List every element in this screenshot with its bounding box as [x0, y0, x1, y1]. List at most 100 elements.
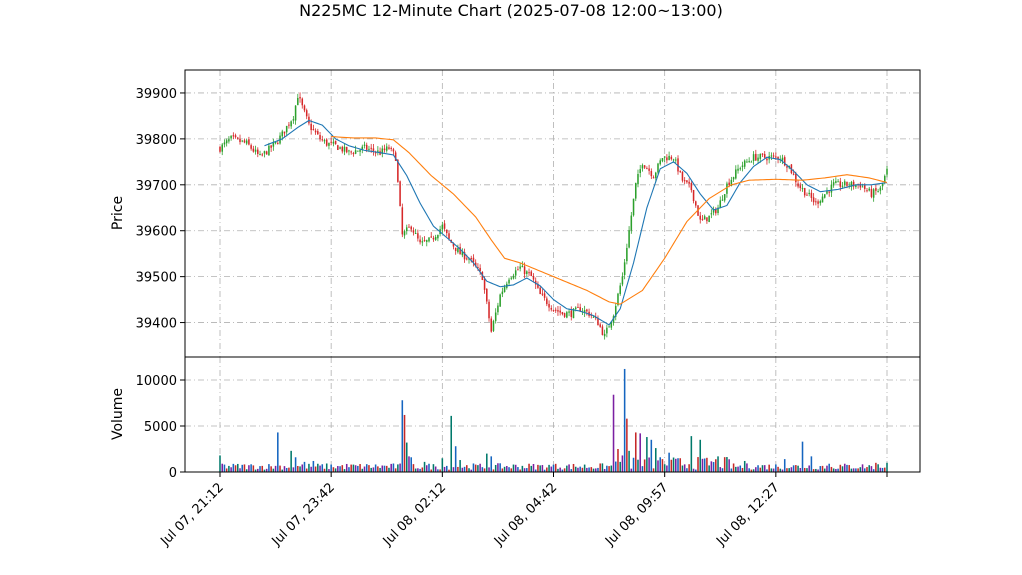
volume-bar — [612, 394, 615, 472]
candle-body — [250, 145, 252, 149]
candle-body — [821, 196, 824, 203]
volume-bar — [274, 465, 277, 472]
volume-bar — [868, 465, 870, 472]
candle-body — [483, 279, 486, 290]
price-tick-label: 39900 — [136, 87, 177, 102]
volume-bar — [777, 466, 779, 472]
volume-bar — [301, 464, 304, 472]
volume-bar — [659, 457, 661, 472]
volume-bar — [695, 469, 697, 472]
volume-bar — [441, 458, 444, 472]
candle-body — [474, 262, 477, 267]
candle-body — [708, 215, 710, 222]
candle-body — [666, 157, 668, 161]
volume-bar — [810, 456, 813, 472]
volume-bar — [697, 457, 699, 472]
volume-bar — [363, 466, 366, 472]
volume-bar — [806, 468, 808, 472]
volume-bar — [468, 468, 470, 472]
volume-bar — [657, 460, 659, 472]
volume-bar — [683, 464, 686, 472]
volume-bar — [859, 467, 862, 472]
volume-bar — [372, 467, 375, 472]
candle-body — [750, 161, 753, 163]
volume-bar — [577, 467, 579, 472]
candle-body — [863, 185, 866, 189]
volume-bar — [546, 467, 548, 472]
volume-bar — [439, 469, 441, 472]
candle-body — [621, 276, 624, 285]
candle-body — [526, 271, 528, 274]
volume-bar — [610, 465, 613, 472]
volume-bar — [775, 464, 777, 472]
candle-body — [459, 247, 461, 255]
volume-bar — [634, 432, 637, 472]
candle-body — [374, 152, 377, 154]
volume-bar — [357, 465, 359, 472]
volume-bar — [819, 466, 822, 472]
volume-bar — [248, 465, 250, 472]
volume-bar — [623, 368, 626, 472]
volume-bar — [430, 469, 432, 472]
candle-body — [548, 303, 550, 308]
volume-bar — [839, 464, 842, 472]
price-tick-label: 39600 — [136, 225, 177, 240]
candle-body — [385, 146, 388, 151]
volume-bar — [632, 457, 635, 472]
candle-body — [290, 121, 292, 127]
volume-bar — [543, 469, 546, 472]
candle-body — [719, 200, 722, 209]
volume-bar — [554, 463, 557, 472]
volume-bar — [377, 466, 379, 472]
candle-body — [330, 141, 332, 143]
candle-body — [261, 154, 264, 156]
x-tick-label: Jul 08, 09:57 — [602, 480, 671, 549]
candle-body — [875, 188, 877, 191]
volume-bar — [381, 465, 384, 472]
volume-bar — [588, 467, 590, 472]
candle-body — [832, 182, 835, 186]
volume-bar — [486, 453, 488, 472]
volume-bar — [374, 464, 377, 472]
candle-body — [559, 310, 561, 313]
volume-bar — [321, 464, 324, 472]
volume-bar — [579, 466, 581, 472]
volume-bar — [234, 465, 237, 472]
candle-body — [477, 266, 479, 268]
candle-body — [879, 187, 882, 191]
volume-bar — [463, 466, 466, 472]
volume-bar — [830, 466, 833, 472]
candle-body — [648, 168, 650, 171]
candle-body — [748, 161, 750, 163]
candle-body — [643, 165, 646, 168]
volume-bar — [570, 469, 573, 472]
candle-body — [532, 275, 535, 280]
volume-bar — [877, 464, 879, 472]
volume-bar — [508, 467, 510, 472]
candle-body — [659, 160, 661, 165]
volume-frame — [184, 356, 921, 473]
candle-body — [777, 156, 779, 160]
volume-bar — [483, 468, 486, 472]
candle-body — [668, 155, 670, 161]
candle-body — [670, 156, 673, 160]
candle-body — [699, 215, 702, 220]
candle-body — [792, 173, 795, 175]
volume-bar — [230, 467, 232, 472]
volume-bar — [770, 468, 773, 472]
candle-body — [681, 171, 684, 181]
volume-bar — [797, 465, 799, 472]
candle-body — [843, 181, 846, 186]
candle-body — [519, 266, 521, 269]
candle-body — [770, 155, 773, 157]
volume-bar — [848, 465, 850, 472]
candle-body — [663, 156, 666, 158]
volume-bar — [343, 469, 346, 472]
volume-bar — [597, 467, 599, 472]
volume-bar — [237, 463, 239, 472]
volume-bar — [672, 457, 675, 472]
volume-bar — [812, 469, 815, 472]
candle-body — [772, 155, 775, 157]
candle-body — [683, 180, 686, 182]
